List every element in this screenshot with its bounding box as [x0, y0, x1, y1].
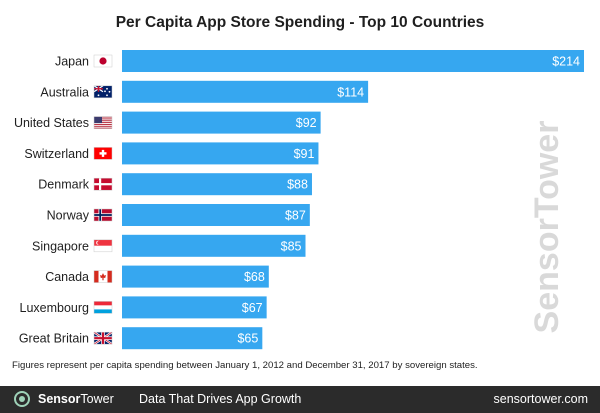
- flag-field: [94, 245, 112, 252]
- footer-tagline: Data That Drives App Growth: [139, 392, 302, 406]
- data-label: $65: [237, 332, 258, 346]
- watermark: SensorTower: [528, 121, 566, 334]
- category-label: Canada: [45, 270, 89, 284]
- flag-disc: [99, 57, 107, 65]
- flag-star: [106, 94, 108, 97]
- category-label: Denmark: [38, 178, 89, 192]
- data-label: $92: [296, 116, 317, 130]
- data-label: $114: [337, 85, 364, 99]
- flag-border: [93, 147, 113, 160]
- flag-ca-icon: [93, 270, 113, 283]
- flag-band: [107, 270, 112, 283]
- flag-stripe: [94, 309, 112, 314]
- flag-border: [93, 239, 113, 253]
- flag-stripe: [94, 123, 112, 125]
- flag-cross: [99, 152, 107, 155]
- bar-chart: Japan $214 Australia $114 United States $92 Sw…: [14, 50, 584, 350]
- bar: [122, 234, 306, 257]
- flag-sg-icon: [93, 239, 113, 253]
- flag-lu-icon: [93, 301, 113, 314]
- sensortower-logo-icon: [14, 391, 30, 407]
- flag-star: [106, 87, 108, 90]
- flag-band: [94, 270, 99, 283]
- flag-au-icon: [93, 85, 113, 99]
- flag-field: [94, 239, 112, 246]
- data-label: $214: [552, 55, 580, 69]
- flag-ch-icon: [93, 147, 113, 160]
- flag-star: [97, 94, 100, 97]
- data-label: $68: [244, 270, 265, 284]
- flag-star: [108, 90, 111, 93]
- data-label: $88: [287, 178, 308, 192]
- flag-stripe: [94, 116, 112, 118]
- flag-border: [93, 54, 113, 68]
- data-label: $91: [294, 147, 315, 161]
- data-label: $87: [285, 209, 306, 223]
- footer-url[interactable]: sensortower.com: [493, 392, 588, 406]
- bar: [122, 173, 312, 196]
- data-label: $67: [242, 301, 263, 315]
- flag-stripe: [94, 118, 112, 120]
- category-label: Luxembourg: [20, 301, 90, 315]
- flag-cross: [94, 214, 112, 216]
- category-label: Norway: [47, 209, 90, 223]
- bar: [122, 265, 269, 288]
- flag-us-icon: [93, 116, 113, 129]
- flag-cross: [94, 337, 112, 340]
- flag-stripe: [94, 122, 112, 124]
- flag-star: [104, 90, 106, 93]
- category-label: Great Britain: [19, 332, 89, 346]
- bar: [122, 204, 310, 226]
- footnote: Figures represent per capita spending be…: [12, 360, 478, 371]
- bar: [122, 327, 263, 350]
- flag-dk-icon: [93, 177, 113, 191]
- flag-border: [93, 116, 113, 129]
- flag-border: [93, 331, 113, 345]
- bar: [122, 296, 267, 319]
- footer-brand-bold: Sensor: [38, 392, 81, 406]
- bar: [122, 50, 584, 72]
- category-label: Japan: [55, 55, 89, 69]
- footer-brand: SensorTower: [38, 392, 114, 406]
- flag-border: [93, 85, 113, 99]
- flag-stripe: [94, 125, 112, 127]
- footer-brand-rest: Tower: [80, 392, 114, 406]
- flag-no-icon: [93, 208, 113, 222]
- bar: [122, 80, 369, 103]
- footer-bar: SensorTower Data That Drives App Growth …: [0, 386, 600, 413]
- flag-canton: [94, 116, 102, 124]
- chart-title: Per Capita App Store Spending - Top 10 C…: [115, 14, 485, 31]
- bar: [122, 142, 319, 165]
- flag-jp-icon: [93, 54, 113, 68]
- category-label: Switzerland: [24, 147, 89, 161]
- flag-stripe: [94, 301, 112, 306]
- flag-cross: [94, 183, 112, 186]
- flag-gb-icon: [93, 331, 113, 346]
- flag-crescent: [97, 241, 101, 245]
- flag-border: [93, 177, 113, 191]
- flag-stripe: [94, 120, 112, 122]
- flag-border: [93, 270, 113, 283]
- flag-cross: [94, 88, 103, 90]
- category-label: Singapore: [32, 239, 89, 253]
- flag-border: [93, 208, 113, 222]
- flag-leaf: [100, 273, 106, 281]
- watermark-text: SensorTower: [528, 121, 566, 334]
- data-label: $85: [281, 239, 302, 253]
- flag-stripe: [94, 305, 112, 310]
- bar: [122, 111, 321, 134]
- category-label: United States: [14, 116, 89, 130]
- flag-border: [93, 301, 113, 314]
- category-label: Australia: [40, 85, 89, 99]
- flag-stripe: [94, 127, 112, 129]
